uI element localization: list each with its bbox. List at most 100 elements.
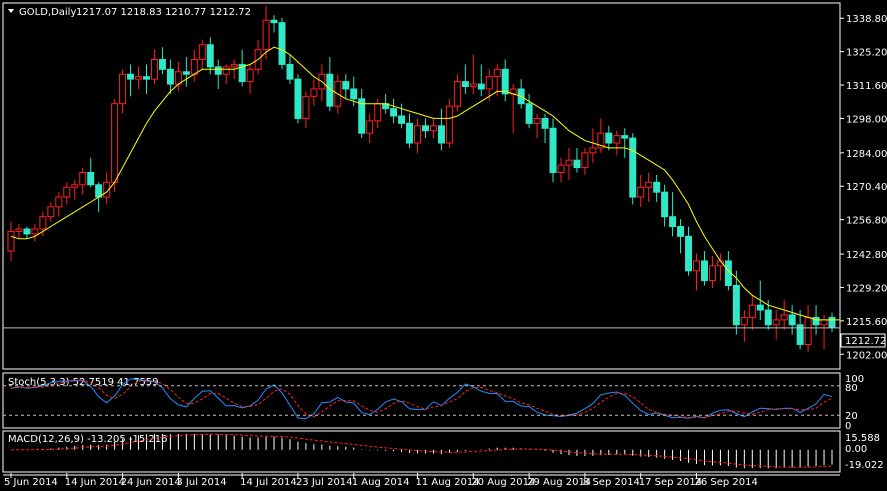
panel-frame-2 (2, 430, 841, 473)
candle-body (461, 81, 469, 88)
moving-average-line (10, 46, 840, 321)
candle-body (653, 181, 661, 193)
candle-body (812, 316, 820, 326)
candle-body (326, 73, 334, 107)
candle-body (804, 316, 812, 345)
candle-body (366, 120, 374, 134)
time-tick-label: 1 Aug 2014 (352, 477, 410, 488)
price-tick-label: 1256.80 (846, 216, 887, 227)
candle-body (780, 314, 788, 321)
candle-body (772, 319, 780, 326)
candle-body (525, 103, 533, 124)
candle-body (573, 159, 581, 169)
time-tick-label: 24 Jun 2014 (121, 477, 181, 488)
candle-body (214, 66, 222, 75)
candle-body (453, 81, 461, 107)
time-tick-label: 29 Aug 2014 (527, 477, 591, 488)
candle-body (669, 216, 677, 228)
candle-body (350, 88, 358, 100)
candle-body (621, 135, 629, 139)
candle-body (79, 171, 87, 186)
candle-body (557, 164, 565, 173)
candle-body (740, 316, 748, 326)
candle-body (477, 83, 485, 90)
candlestick-series (7, 5, 836, 352)
time-tick-label: 3 Jul 2014 (176, 477, 226, 488)
candle-body (63, 186, 71, 198)
price-tick-label: 1215.60 (846, 317, 887, 328)
time-tick-label: 20 Aug 2014 (471, 477, 535, 488)
candle-body (286, 63, 294, 80)
time-tick-label: 14 Jul 2014 (240, 477, 297, 488)
panel-frame-1 (2, 372, 841, 429)
candle-body (589, 147, 597, 154)
candle-body (493, 68, 501, 78)
candle-body (158, 58, 166, 70)
panel-frame-0 (2, 2, 841, 370)
price-tick-label: 1202.00 (846, 350, 887, 361)
candle-body (238, 63, 246, 83)
candle-body (828, 316, 836, 328)
candle-body (230, 63, 238, 68)
candle-body (103, 181, 111, 198)
candle-body (629, 137, 637, 198)
last-price-box (840, 333, 886, 348)
candle-body (198, 44, 206, 60)
stoch-signal-line (10, 379, 833, 419)
candle-body (437, 125, 445, 144)
candle-body (358, 98, 366, 134)
stoch-label: Stoch(5,3,3) 52.7519 41.7559 (8, 377, 159, 388)
candle-body (135, 76, 143, 80)
ohlc-values: 1217.07 1218.83 1210.77 1212.72 (76, 7, 251, 18)
candle-body (796, 324, 804, 345)
candle-body (406, 122, 414, 144)
candle-body (278, 22, 286, 65)
time-tick-label: 26 Sep 2014 (695, 477, 758, 488)
candle-body (597, 132, 605, 149)
candle-body (693, 260, 701, 272)
candle-body (206, 44, 214, 68)
candle-body (127, 73, 135, 80)
candle-body (190, 58, 198, 75)
stoch-level-0: 0 (845, 421, 851, 432)
candle-body (732, 284, 740, 326)
candle-body (166, 68, 174, 85)
price-tick-label: 1325.20 (846, 48, 887, 59)
candle-body (445, 105, 453, 144)
stochastic-panel: Stoch(5,3,3) 52.7519 41.7559 100 80 20 0 (3, 374, 864, 432)
candle-body (302, 95, 310, 119)
candle-body (429, 125, 437, 132)
stoch-level-80: 80 (845, 383, 858, 394)
candle-body (533, 117, 541, 124)
time-tick-label: 23 Jul 2014 (296, 477, 353, 488)
candle-body (111, 103, 119, 183)
candle-body (182, 71, 190, 75)
macd-tick-zero: 0.00 (845, 444, 867, 455)
candle-body (820, 319, 828, 326)
candle-body (87, 171, 95, 186)
candle-body (390, 108, 398, 117)
macd-signal-line (10, 433, 833, 468)
candle-body (262, 19, 270, 51)
dropdown-triangle-icon[interactable] (8, 9, 14, 13)
symbol-timeframe: GOLD,Daily (19, 7, 76, 18)
candle-body (661, 191, 669, 218)
price-tick-label: 1242.80 (846, 250, 887, 261)
candle-body (645, 181, 653, 188)
candle-body (71, 184, 79, 188)
price-tick-label: 1298.00 (846, 114, 887, 125)
candle-body (677, 226, 685, 237)
candle-body (398, 115, 406, 124)
candle-body (788, 314, 796, 326)
macd-histogram (18, 434, 833, 469)
candle-body (637, 186, 645, 198)
price-tick-label: 1229.20 (846, 283, 887, 294)
candle-body (7, 230, 15, 252)
candle-body (270, 19, 278, 24)
time-tick-label: 8 Sep 2014 (583, 477, 640, 488)
candle-body (708, 265, 716, 282)
candle-body (485, 76, 493, 90)
macd-panel: MACD(12,26,9) -13.205 -15.216 15.588 0.0… (8, 433, 884, 471)
last-price-label: 1212.72 (845, 336, 886, 347)
